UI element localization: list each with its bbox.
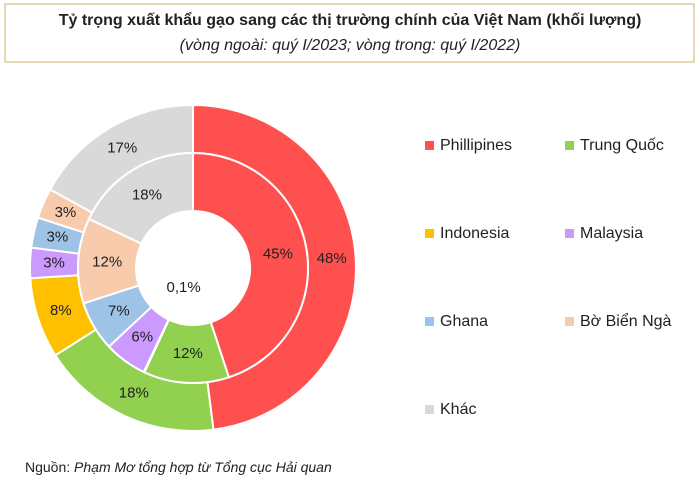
- data-label: 3%: [55, 204, 77, 221]
- donut-segment: [87, 151, 194, 246]
- data-label: 3%: [47, 229, 69, 246]
- data-label: 12%: [173, 345, 203, 362]
- legend-swatch: [565, 141, 574, 150]
- data-label: 12%: [92, 253, 122, 270]
- legend-swatch: [565, 317, 574, 326]
- donut-segment: [192, 151, 309, 379]
- data-label: 3%: [43, 255, 65, 272]
- legend-label: Indonesia: [440, 225, 509, 242]
- data-label: 48%: [317, 250, 347, 267]
- legend-swatch: [425, 317, 434, 326]
- source-label: Nguồn:: [25, 459, 70, 475]
- legend-swatch: [565, 229, 574, 238]
- data-label: 8%: [50, 302, 72, 319]
- legend-swatch: [425, 405, 434, 414]
- legend-label: Bờ Biển Ngà: [580, 312, 672, 330]
- data-label: 0,1%: [167, 279, 201, 296]
- data-label: 7%: [108, 303, 130, 320]
- legend-swatch: [425, 229, 434, 238]
- title-box: [4, 3, 695, 63]
- legend-label: Ghana: [440, 313, 488, 330]
- source-text: Phạm Mơ tổng hợp từ Tổng cục Hải quan: [74, 459, 332, 475]
- data-label: 45%: [263, 245, 293, 262]
- data-label: 18%: [119, 385, 149, 402]
- data-label: 18%: [132, 186, 162, 203]
- source: Nguồn: Phạm Mơ tổng hợp từ Tổng cục Hải …: [25, 459, 332, 475]
- legend-swatch: [425, 141, 434, 150]
- data-label: 6%: [131, 328, 153, 345]
- chart-subtitle: (vòng ngoài: quý I/2023; vòng trong: quý…: [180, 37, 521, 54]
- legend-label: Khác: [440, 401, 476, 418]
- legend-label: Trung Quốc: [580, 137, 664, 154]
- legend-label: Phillipines: [440, 137, 512, 154]
- chart-title: Tỷ trọng xuất khẩu gạo sang các thị trườ…: [59, 11, 642, 29]
- data-label: 17%: [107, 139, 137, 156]
- legend-label: Malaysia: [580, 225, 643, 242]
